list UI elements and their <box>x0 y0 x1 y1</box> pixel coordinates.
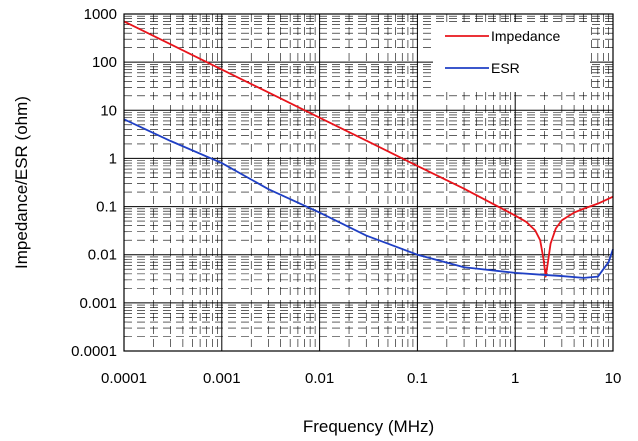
tick-labels: 0.0001 0.001 0.01 0.1 1 10 0.0001 0.001 0.01 0.1 1… <box>71 6 621 387</box>
y-axis-label: Impedance/ESR (ohm) <box>12 96 31 269</box>
y-tick-label: 1000 <box>84 6 117 23</box>
y-tick-label: 0.1 <box>96 199 117 216</box>
legend: Impedance ESR <box>433 22 590 92</box>
x-tick-label: 10 <box>605 370 622 387</box>
x-tick-label: 1 <box>511 370 519 387</box>
impedance-series-line <box>123 20 614 278</box>
legend-box <box>433 22 590 92</box>
esr-series-line <box>123 118 614 279</box>
y-tick-label: 1 <box>109 150 117 167</box>
y-tick-label: 100 <box>92 54 117 71</box>
esr-legend-label: ESR <box>491 60 520 76</box>
x-tick-label: 0.001 <box>203 370 241 387</box>
x-tick-label: 0.0001 <box>101 370 147 387</box>
x-axis-label: Frequency (MHz) <box>303 417 434 436</box>
y-tick-label: 0.0001 <box>71 343 117 360</box>
y-tick-label: 0.01 <box>88 247 117 264</box>
series-lines <box>123 20 614 279</box>
x-tick-label: 0.01 <box>305 370 334 387</box>
x-tick-label: 0.1 <box>407 370 428 387</box>
plot-frame <box>123 13 614 352</box>
impedance-legend-label: Impedance <box>491 28 560 44</box>
y-tick-label: 10 <box>100 102 117 119</box>
y-tick-label: 0.001 <box>79 295 117 312</box>
